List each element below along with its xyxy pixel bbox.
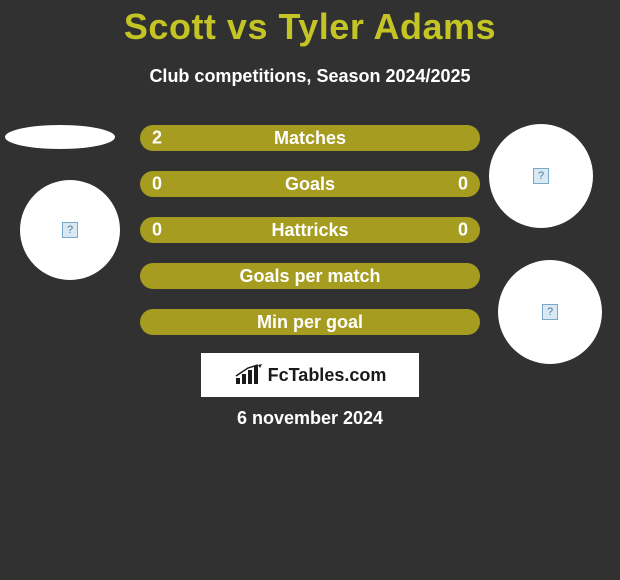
stat-right-value: 0 — [458, 220, 468, 241]
player2-badge-circle: ? — [489, 124, 593, 228]
page-subtitle: Club competitions, Season 2024/2025 — [0, 66, 620, 87]
player1-avatar-circle: ? — [20, 180, 120, 280]
date-text: 6 november 2024 — [0, 408, 620, 429]
placeholder-icon: ? — [542, 304, 558, 320]
stat-row-hattricks: 0 Hattricks 0 — [140, 217, 480, 243]
brand-box: FcTables.com — [201, 353, 419, 397]
stat-left-value: 0 — [152, 174, 162, 195]
player2-avatar-circle: ? — [498, 260, 602, 364]
stat-left-value: 0 — [152, 220, 162, 241]
page-title: Scott vs Tyler Adams — [0, 0, 620, 48]
brand-chart-icon — [234, 364, 264, 386]
stat-label: Goals — [285, 174, 335, 195]
stat-right-value: 0 — [458, 174, 468, 195]
stats-list: 2 Matches 0 Goals 0 0 Hattricks 0 Goals … — [140, 125, 480, 355]
stat-row-mpg: Min per goal — [140, 309, 480, 335]
player1-badge-ellipse — [5, 125, 115, 149]
stat-label: Matches — [274, 128, 346, 149]
stat-row-matches: 2 Matches — [140, 125, 480, 151]
stat-label: Hattricks — [271, 220, 348, 241]
placeholder-icon: ? — [62, 222, 78, 238]
stat-label: Min per goal — [257, 312, 363, 333]
stat-left-value: 2 — [152, 128, 162, 149]
stat-row-goals: 0 Goals 0 — [140, 171, 480, 197]
stat-label: Goals per match — [239, 266, 380, 287]
brand-text: FcTables.com — [268, 365, 387, 386]
stat-row-gpm: Goals per match — [140, 263, 480, 289]
placeholder-icon: ? — [533, 168, 549, 184]
